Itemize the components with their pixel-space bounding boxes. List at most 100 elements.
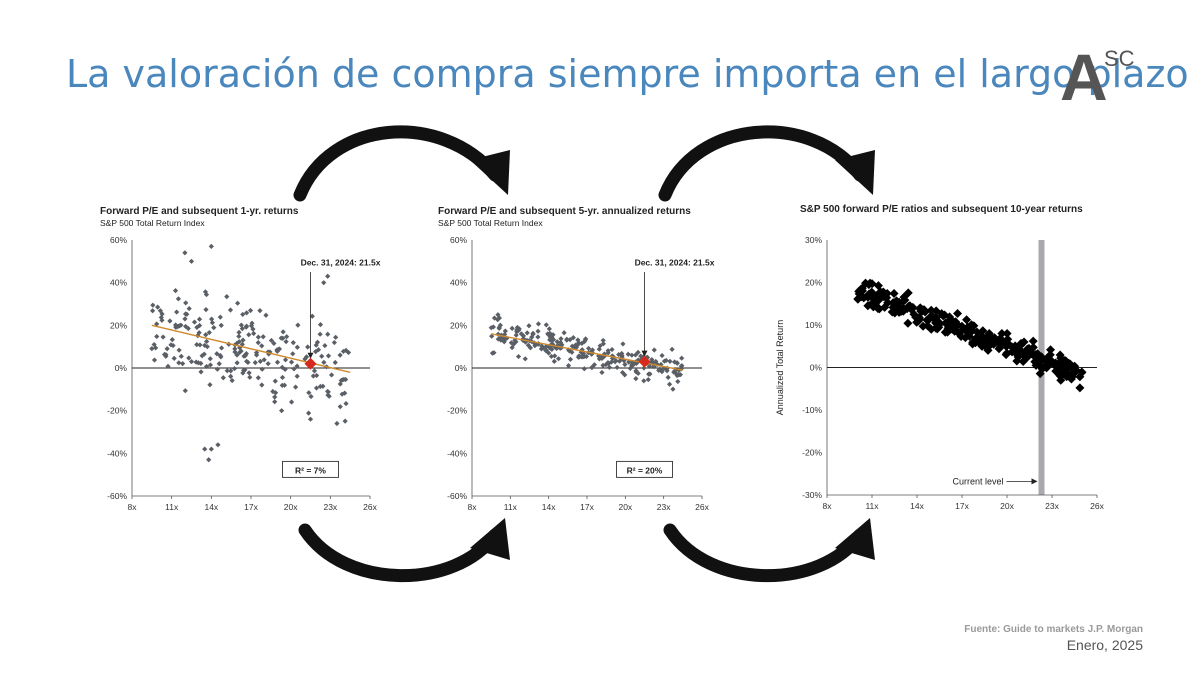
data-point	[251, 330, 257, 337]
data-point	[667, 358, 673, 365]
arrow-bottom-left	[298, 523, 502, 583]
data-point	[180, 361, 186, 367]
data-point	[552, 353, 558, 359]
data-point	[983, 345, 993, 355]
x-tick-label: 23x	[657, 502, 671, 512]
data-point	[873, 281, 883, 291]
data-point	[270, 388, 276, 395]
data-point	[904, 301, 914, 311]
data-point	[255, 334, 261, 340]
data-point	[502, 328, 508, 334]
x-tick-label: 8x	[823, 501, 833, 511]
data-point	[567, 356, 574, 362]
y-tick-label: 20%	[110, 320, 127, 330]
data-point	[966, 324, 976, 334]
page-title: La valoración de compra siempre importa …	[66, 52, 1189, 96]
data-point	[491, 350, 497, 356]
x-tick-label: 17x	[955, 501, 969, 511]
data-point	[908, 302, 918, 312]
current-level-arrowhead	[1031, 478, 1038, 485]
data-point	[272, 378, 278, 384]
data-point	[216, 361, 222, 367]
data-point	[188, 359, 195, 365]
x-tick-label: 14x	[542, 502, 556, 512]
r2-label: R² = 7%	[295, 465, 326, 475]
data-point	[284, 334, 290, 340]
data-point	[278, 335, 284, 341]
data-point	[325, 273, 331, 279]
arrow-head	[470, 150, 510, 195]
x-tick-label: 26x	[695, 502, 709, 512]
data-point	[931, 318, 941, 328]
data-point	[261, 357, 267, 363]
trend-line	[491, 333, 683, 371]
y-tick-label: 10%	[805, 320, 822, 330]
x-tick-label: 8x	[128, 502, 138, 512]
data-point	[150, 302, 156, 308]
data-point	[217, 314, 223, 320]
data-point	[565, 363, 572, 369]
data-point	[972, 327, 982, 337]
data-point	[878, 287, 888, 297]
data-point	[294, 373, 300, 379]
data-point	[151, 341, 157, 348]
arrow-top-left	[293, 125, 502, 202]
data-point	[596, 346, 602, 352]
data-point	[325, 331, 331, 337]
data-point	[333, 334, 339, 340]
data-point	[234, 360, 240, 366]
data-point	[342, 390, 348, 396]
data-point	[1035, 369, 1045, 379]
chart-1-subtitle: S&P 500 Total Return Index	[100, 218, 205, 228]
data-point	[290, 351, 296, 357]
data-point	[175, 296, 182, 302]
data-point	[198, 369, 204, 375]
data-point	[675, 378, 681, 385]
current-point	[638, 355, 651, 368]
data-point	[926, 324, 936, 334]
x-tick-label: 8x	[468, 502, 478, 512]
data-point	[1033, 349, 1043, 359]
data-point	[272, 399, 278, 405]
data-point	[614, 364, 620, 371]
data-point	[509, 325, 515, 332]
y-tick-label: -30%	[802, 490, 822, 500]
data-point	[182, 316, 188, 322]
data-point	[247, 374, 253, 380]
data-point	[343, 376, 349, 383]
data-point	[252, 359, 258, 366]
data-point	[224, 294, 230, 300]
data-point	[529, 334, 535, 340]
chart-1-plot: 60% 40% 20% 0% -20% -40% -60%8x 11x 14x 17x 20x 23x…	[107, 235, 381, 512]
data-point	[232, 346, 238, 352]
data-point	[497, 322, 503, 328]
data-point	[633, 376, 639, 382]
data-point	[337, 404, 343, 410]
data-point	[218, 322, 224, 329]
data-point	[263, 312, 269, 318]
data-point	[918, 321, 928, 331]
data-point	[259, 366, 265, 372]
data-point	[158, 314, 164, 321]
data-point	[220, 375, 226, 381]
data-point	[186, 305, 192, 312]
data-point	[194, 324, 200, 330]
data-point	[956, 331, 966, 341]
data-point	[669, 346, 675, 352]
data-point	[597, 343, 603, 349]
data-point	[164, 346, 170, 352]
data-point	[898, 296, 908, 306]
data-point	[863, 292, 873, 302]
data-point	[896, 307, 906, 317]
data-point	[863, 301, 873, 311]
data-point	[931, 306, 941, 316]
x-tick-label: 20x	[618, 502, 632, 512]
data-point	[1037, 354, 1047, 364]
x-tick-label: 11x	[865, 501, 879, 511]
data-point	[600, 337, 606, 344]
data-point	[1075, 383, 1085, 393]
data-point	[172, 287, 179, 294]
data-point	[914, 312, 924, 322]
data-point	[489, 333, 495, 339]
data-point	[153, 345, 159, 351]
